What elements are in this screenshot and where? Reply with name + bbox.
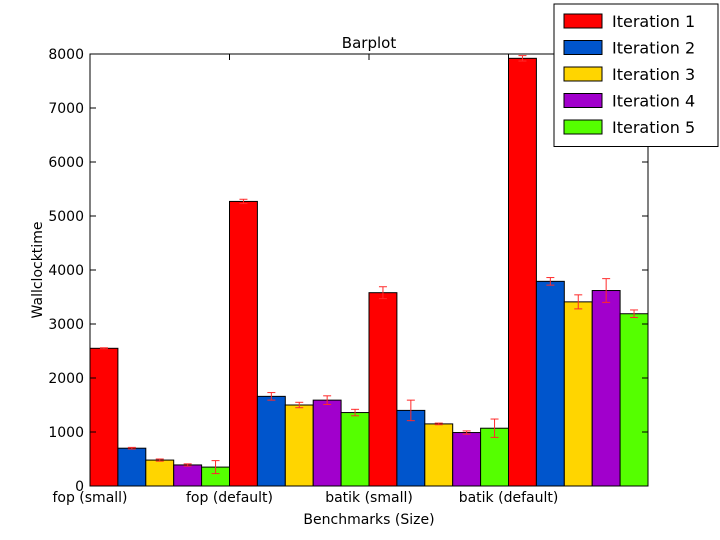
x-tick-label: batik (default) [459, 490, 559, 506]
error-bar-1-4 [518, 55, 527, 62]
y-tick-label: 0 [75, 479, 84, 495]
bar-1-3 [368, 292, 398, 487]
error-bar-1-3 [378, 286, 387, 300]
legend-label-3: Iteration 3 [612, 65, 695, 84]
bar-1-1 [89, 347, 119, 487]
legend-swatch-5 [563, 119, 603, 135]
bar-4-1 [173, 464, 203, 487]
x-tick-label: fop (small) [52, 490, 127, 506]
error-bar-2-3 [406, 399, 415, 422]
y-axis-label: Wallclocktime [30, 222, 46, 319]
error-bars-layer [99, 55, 639, 475]
y-tick-label: 6000 [48, 155, 84, 171]
error-bar-5-3 [490, 418, 499, 438]
y-tick-label: 2000 [48, 371, 84, 387]
bar-2-2 [256, 395, 286, 487]
bar-4-2 [312, 399, 342, 487]
y-tick-label: 3000 [48, 317, 84, 333]
bar-2-1 [117, 447, 147, 487]
y-tick-label: 8000 [48, 47, 84, 63]
error-bar-5-4 [630, 309, 639, 319]
chart-title: Barplot [342, 34, 397, 52]
bar-5-2 [340, 412, 370, 487]
bar-5-4 [619, 313, 649, 487]
error-bar-4-3 [462, 430, 471, 435]
y-tick-label: 4000 [48, 263, 84, 279]
x-axis: fop (small) fop (default) batik (small) bat… [52, 54, 558, 506]
error-bar-3-2 [295, 401, 304, 409]
error-bar-3-3 [434, 422, 443, 426]
error-bar-4-2 [323, 395, 332, 405]
y-tick-label: 5000 [48, 209, 84, 225]
error-bar-4-4 [602, 278, 611, 303]
bar-1-2 [229, 200, 258, 487]
error-bar-5-1 [211, 460, 220, 475]
bar-3-2 [284, 404, 314, 487]
error-bar-1-2 [239, 198, 248, 205]
y-tick-label: 7000 [48, 101, 84, 117]
bar-4-3 [452, 432, 482, 487]
bar-3-3 [424, 423, 454, 487]
error-bar-5-2 [351, 408, 360, 417]
x-tick-label: fop (default) [186, 490, 273, 506]
bar-4-4 [591, 290, 621, 487]
error-bar-2-4 [546, 277, 555, 286]
y-axis: 0 1000 2000 3000 4000 5000 6000 7000 8000 [48, 47, 648, 495]
legend-label-5: Iteration 5 [612, 118, 695, 137]
bar-2-4 [535, 280, 565, 487]
error-bar-3-1 [155, 458, 164, 462]
error-bar-2-1 [127, 446, 136, 450]
bar-2-3 [396, 409, 426, 487]
error-bar-4-1 [183, 463, 192, 467]
legend-swatch-1 [563, 13, 603, 29]
legend-label-2: Iteration 2 [612, 39, 695, 58]
x-tick-label: batik (small) [325, 490, 413, 506]
bar-3-1 [145, 459, 175, 487]
bar-3-4 [563, 301, 593, 487]
error-bar-2-2 [267, 392, 276, 401]
y-tick-label: 1000 [48, 425, 84, 441]
x-axis-label: Benchmarks (Size) [303, 512, 434, 528]
legend-swatch-4 [563, 93, 603, 108]
legend: Iteration 1 Iteration 2 Iteration 3 Iterati… [553, 3, 719, 147]
legend-swatch-3 [563, 66, 603, 82]
bar-1-4 [508, 57, 537, 487]
error-bar-3-4 [574, 294, 583, 310]
legend-label-4: Iteration 4 [612, 92, 695, 111]
error-bar-1-1 [99, 347, 108, 350]
legend-swatch-2 [563, 40, 603, 55]
legend-label-1: Iteration 1 [612, 12, 695, 31]
